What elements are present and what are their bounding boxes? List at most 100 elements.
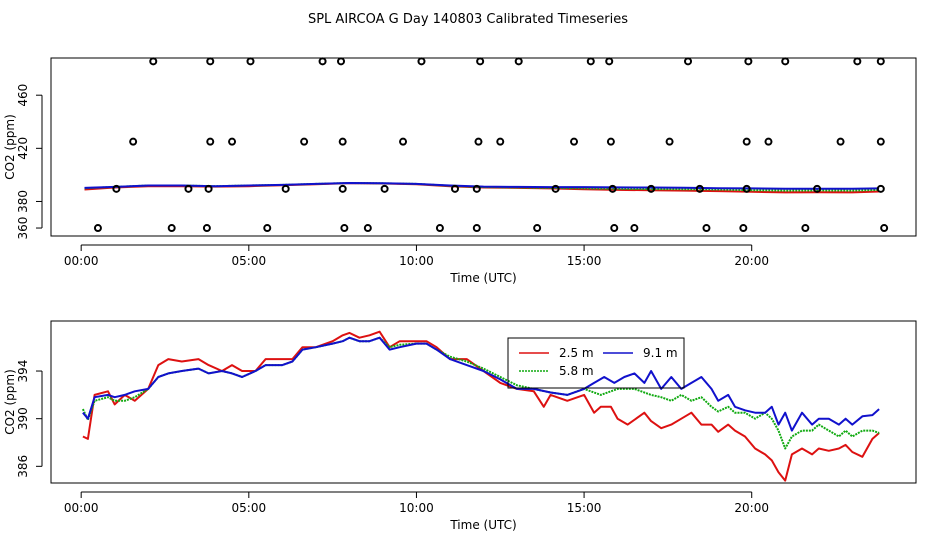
flag-marker [338,184,347,193]
x-tick-label: 05:00 [232,254,267,268]
x-tick-label: 05:00 [232,501,267,515]
y-tick-label: 460 [16,84,30,107]
flag-marker [417,57,426,66]
flag-markers [93,57,889,233]
x-axis: 00:00 05:00 10:00 15:00 20:00 Time (UTC) [64,491,769,532]
legend: 2.5 m 9.1 m 5.8 m [507,337,685,389]
flag-marker [202,224,211,233]
x-tick-label: 15:00 [567,501,602,515]
flag-marker [570,137,579,146]
series-line-s91 [84,182,880,190]
flag-marker [300,137,309,146]
x-tick-label: 20:00 [734,254,769,268]
plot-frame [50,320,917,484]
flag-marker [764,137,773,146]
flag-marker [206,137,215,146]
flag-marker [647,184,656,193]
flag-marker [695,184,704,193]
x-tick-label: 15:00 [567,254,602,268]
flag-marker [586,57,595,66]
bottom-panel: 00:00 05:00 10:00 15:00 20:00 Time (UTC) 386 39… [3,320,917,532]
flag-marker [813,184,822,193]
flag-marker [246,57,255,66]
top-panel: 00:00 05:00 10:00 15:00 20:00 Time (UTC) 360 38… [3,57,917,285]
flag-marker [318,57,327,66]
flag-marker [605,57,614,66]
flag-marker [610,224,619,233]
flag-marker [533,224,542,233]
series-group [81,330,880,482]
legend-label: 9.1 m [643,346,678,360]
y-axis: 360 380 420 460 CO2 (ppm) [3,84,43,240]
series-line-s91 [82,336,880,432]
flag-marker [880,224,889,233]
flag-marker [496,137,505,146]
series-group [84,182,880,194]
y-tick-label: 420 [16,137,30,160]
flag-marker [606,137,615,146]
flag-marker [204,184,213,193]
flag-marker [744,57,753,66]
flag-marker [281,184,290,193]
flag-marker [742,137,751,146]
y-tick-label: 380 [16,190,30,213]
x-tick-label: 00:00 [64,501,99,515]
flag-marker [684,57,693,66]
flag-marker [551,184,560,193]
flag-marker [363,224,372,233]
y-axis-label: CO2 (ppm) [3,114,17,180]
flag-marker [149,57,158,66]
flag-marker [514,57,523,66]
flag-marker [801,224,810,233]
flag-marker [93,224,102,233]
flag-marker [853,57,862,66]
y-tick-label: 360 [16,217,30,240]
flag-marker [781,57,790,66]
flag-marker [876,184,885,193]
flag-marker [476,57,485,66]
x-axis-label: Time (UTC) [449,518,516,532]
flag-marker [739,224,748,233]
flag-marker [380,184,389,193]
y-tick-label: 386 [16,455,30,478]
flag-marker [836,137,845,146]
flag-marker [167,224,176,233]
series-line-s58 [81,336,880,450]
plot-frame [50,57,917,237]
x-tick-label: 10:00 [399,501,434,515]
x-tick-label: 00:00 [64,254,99,268]
flag-marker [184,184,193,193]
flag-marker [474,137,483,146]
y-axis-label: CO2 (ppm) [3,369,17,435]
legend-label: 5.8 m [559,364,594,378]
flag-marker [337,57,346,66]
x-axis-label: Time (UTC) [449,271,516,285]
flag-marker [435,224,444,233]
series-line-s25 [82,330,880,482]
legend-label: 2.5 m [559,346,594,360]
legend-box [507,337,685,389]
flag-marker [742,184,751,193]
x-axis: 00:00 05:00 10:00 15:00 20:00 Time (UTC) [64,244,769,285]
flag-marker [451,184,460,193]
flag-marker [472,184,481,193]
flag-marker [608,184,617,193]
flag-marker [129,137,138,146]
flag-marker [112,184,121,193]
flag-marker [876,137,885,146]
flag-marker [472,224,481,233]
x-tick-label: 10:00 [399,254,434,268]
flag-marker [876,57,885,66]
flag-marker [665,137,674,146]
flag-marker [338,137,347,146]
flag-marker [206,57,215,66]
y-tick-label: 394 [16,360,30,383]
flag-marker [702,224,711,233]
flag-marker [630,224,639,233]
flag-marker [340,224,349,233]
y-tick-label: 390 [16,407,30,430]
flag-marker [228,137,237,146]
x-tick-label: 20:00 [734,501,769,515]
